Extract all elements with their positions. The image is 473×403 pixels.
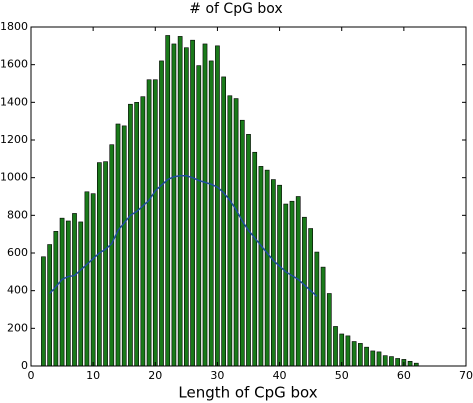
bar bbox=[165, 35, 171, 367]
x-tick-label: 20 bbox=[148, 369, 162, 382]
bar bbox=[53, 231, 59, 367]
x-tick-label: 40 bbox=[273, 369, 287, 382]
bar bbox=[376, 351, 382, 367]
bar bbox=[233, 98, 239, 367]
chart-title: # of CpG box bbox=[189, 1, 282, 17]
bar bbox=[395, 358, 400, 367]
x-tick-label: 10 bbox=[86, 369, 100, 382]
plot-frame bbox=[30, 26, 467, 367]
bar bbox=[252, 151, 258, 367]
bar bbox=[314, 251, 320, 367]
bar bbox=[389, 356, 394, 367]
bar bbox=[90, 193, 96, 367]
bar bbox=[289, 200, 295, 367]
bar bbox=[283, 203, 289, 367]
y-tick-label: 800 bbox=[7, 208, 28, 221]
bar bbox=[239, 119, 245, 367]
bar bbox=[159, 60, 164, 367]
bar bbox=[246, 134, 251, 367]
bar bbox=[333, 326, 338, 367]
bar bbox=[72, 213, 77, 367]
bar bbox=[121, 125, 127, 367]
bar bbox=[109, 144, 115, 367]
bar bbox=[177, 36, 183, 367]
bar bbox=[407, 360, 413, 367]
x-tick-label: 30 bbox=[210, 369, 224, 382]
x-tick-label: 50 bbox=[335, 369, 349, 382]
x-tick-label: 60 bbox=[397, 369, 411, 382]
bar bbox=[196, 65, 202, 367]
bar bbox=[320, 266, 326, 367]
bar bbox=[41, 256, 46, 367]
y-tick-label: 600 bbox=[7, 246, 28, 259]
bar bbox=[358, 343, 363, 367]
bar bbox=[302, 216, 307, 367]
bar bbox=[351, 341, 357, 367]
bar bbox=[345, 335, 351, 367]
bar bbox=[97, 162, 102, 367]
bar bbox=[190, 39, 195, 367]
bar bbox=[221, 76, 226, 367]
bar bbox=[152, 79, 158, 367]
bar bbox=[339, 333, 345, 367]
y-tick-label: 1600 bbox=[0, 58, 28, 71]
bar bbox=[215, 45, 220, 367]
y-tick-label: 1000 bbox=[0, 171, 28, 184]
bar bbox=[364, 346, 369, 367]
bar bbox=[171, 43, 177, 367]
bar bbox=[78, 221, 84, 367]
bar bbox=[65, 220, 71, 367]
bar bbox=[382, 355, 388, 367]
bar bbox=[59, 217, 65, 367]
bar bbox=[84, 191, 90, 367]
bar bbox=[146, 79, 152, 367]
x-tick-label: 0 bbox=[28, 369, 35, 382]
bar bbox=[271, 179, 276, 367]
y-tick-label: 200 bbox=[7, 321, 28, 334]
bar bbox=[308, 228, 313, 367]
bar bbox=[103, 161, 108, 367]
bar bbox=[258, 166, 264, 367]
bar bbox=[277, 184, 282, 367]
bar bbox=[264, 169, 270, 367]
bar bbox=[326, 293, 332, 367]
y-tick-label: 1400 bbox=[0, 95, 28, 108]
bar bbox=[208, 60, 214, 367]
x-axis-label: Length of CpG box bbox=[178, 384, 317, 402]
bar bbox=[134, 102, 139, 367]
y-tick-label: 1200 bbox=[0, 133, 28, 146]
y-tick-label: 400 bbox=[7, 284, 28, 297]
x-tick-label: 70 bbox=[459, 369, 473, 382]
y-tick-label: 1800 bbox=[0, 20, 28, 33]
bar bbox=[370, 350, 376, 367]
bar bbox=[47, 244, 52, 367]
bar bbox=[227, 95, 233, 367]
y-tick-label: 0 bbox=[21, 359, 28, 372]
line bbox=[49, 175, 318, 297]
bar bbox=[140, 96, 146, 367]
bar bbox=[128, 103, 133, 367]
bar bbox=[184, 47, 189, 367]
bar bbox=[202, 43, 208, 367]
bar bbox=[115, 123, 121, 367]
